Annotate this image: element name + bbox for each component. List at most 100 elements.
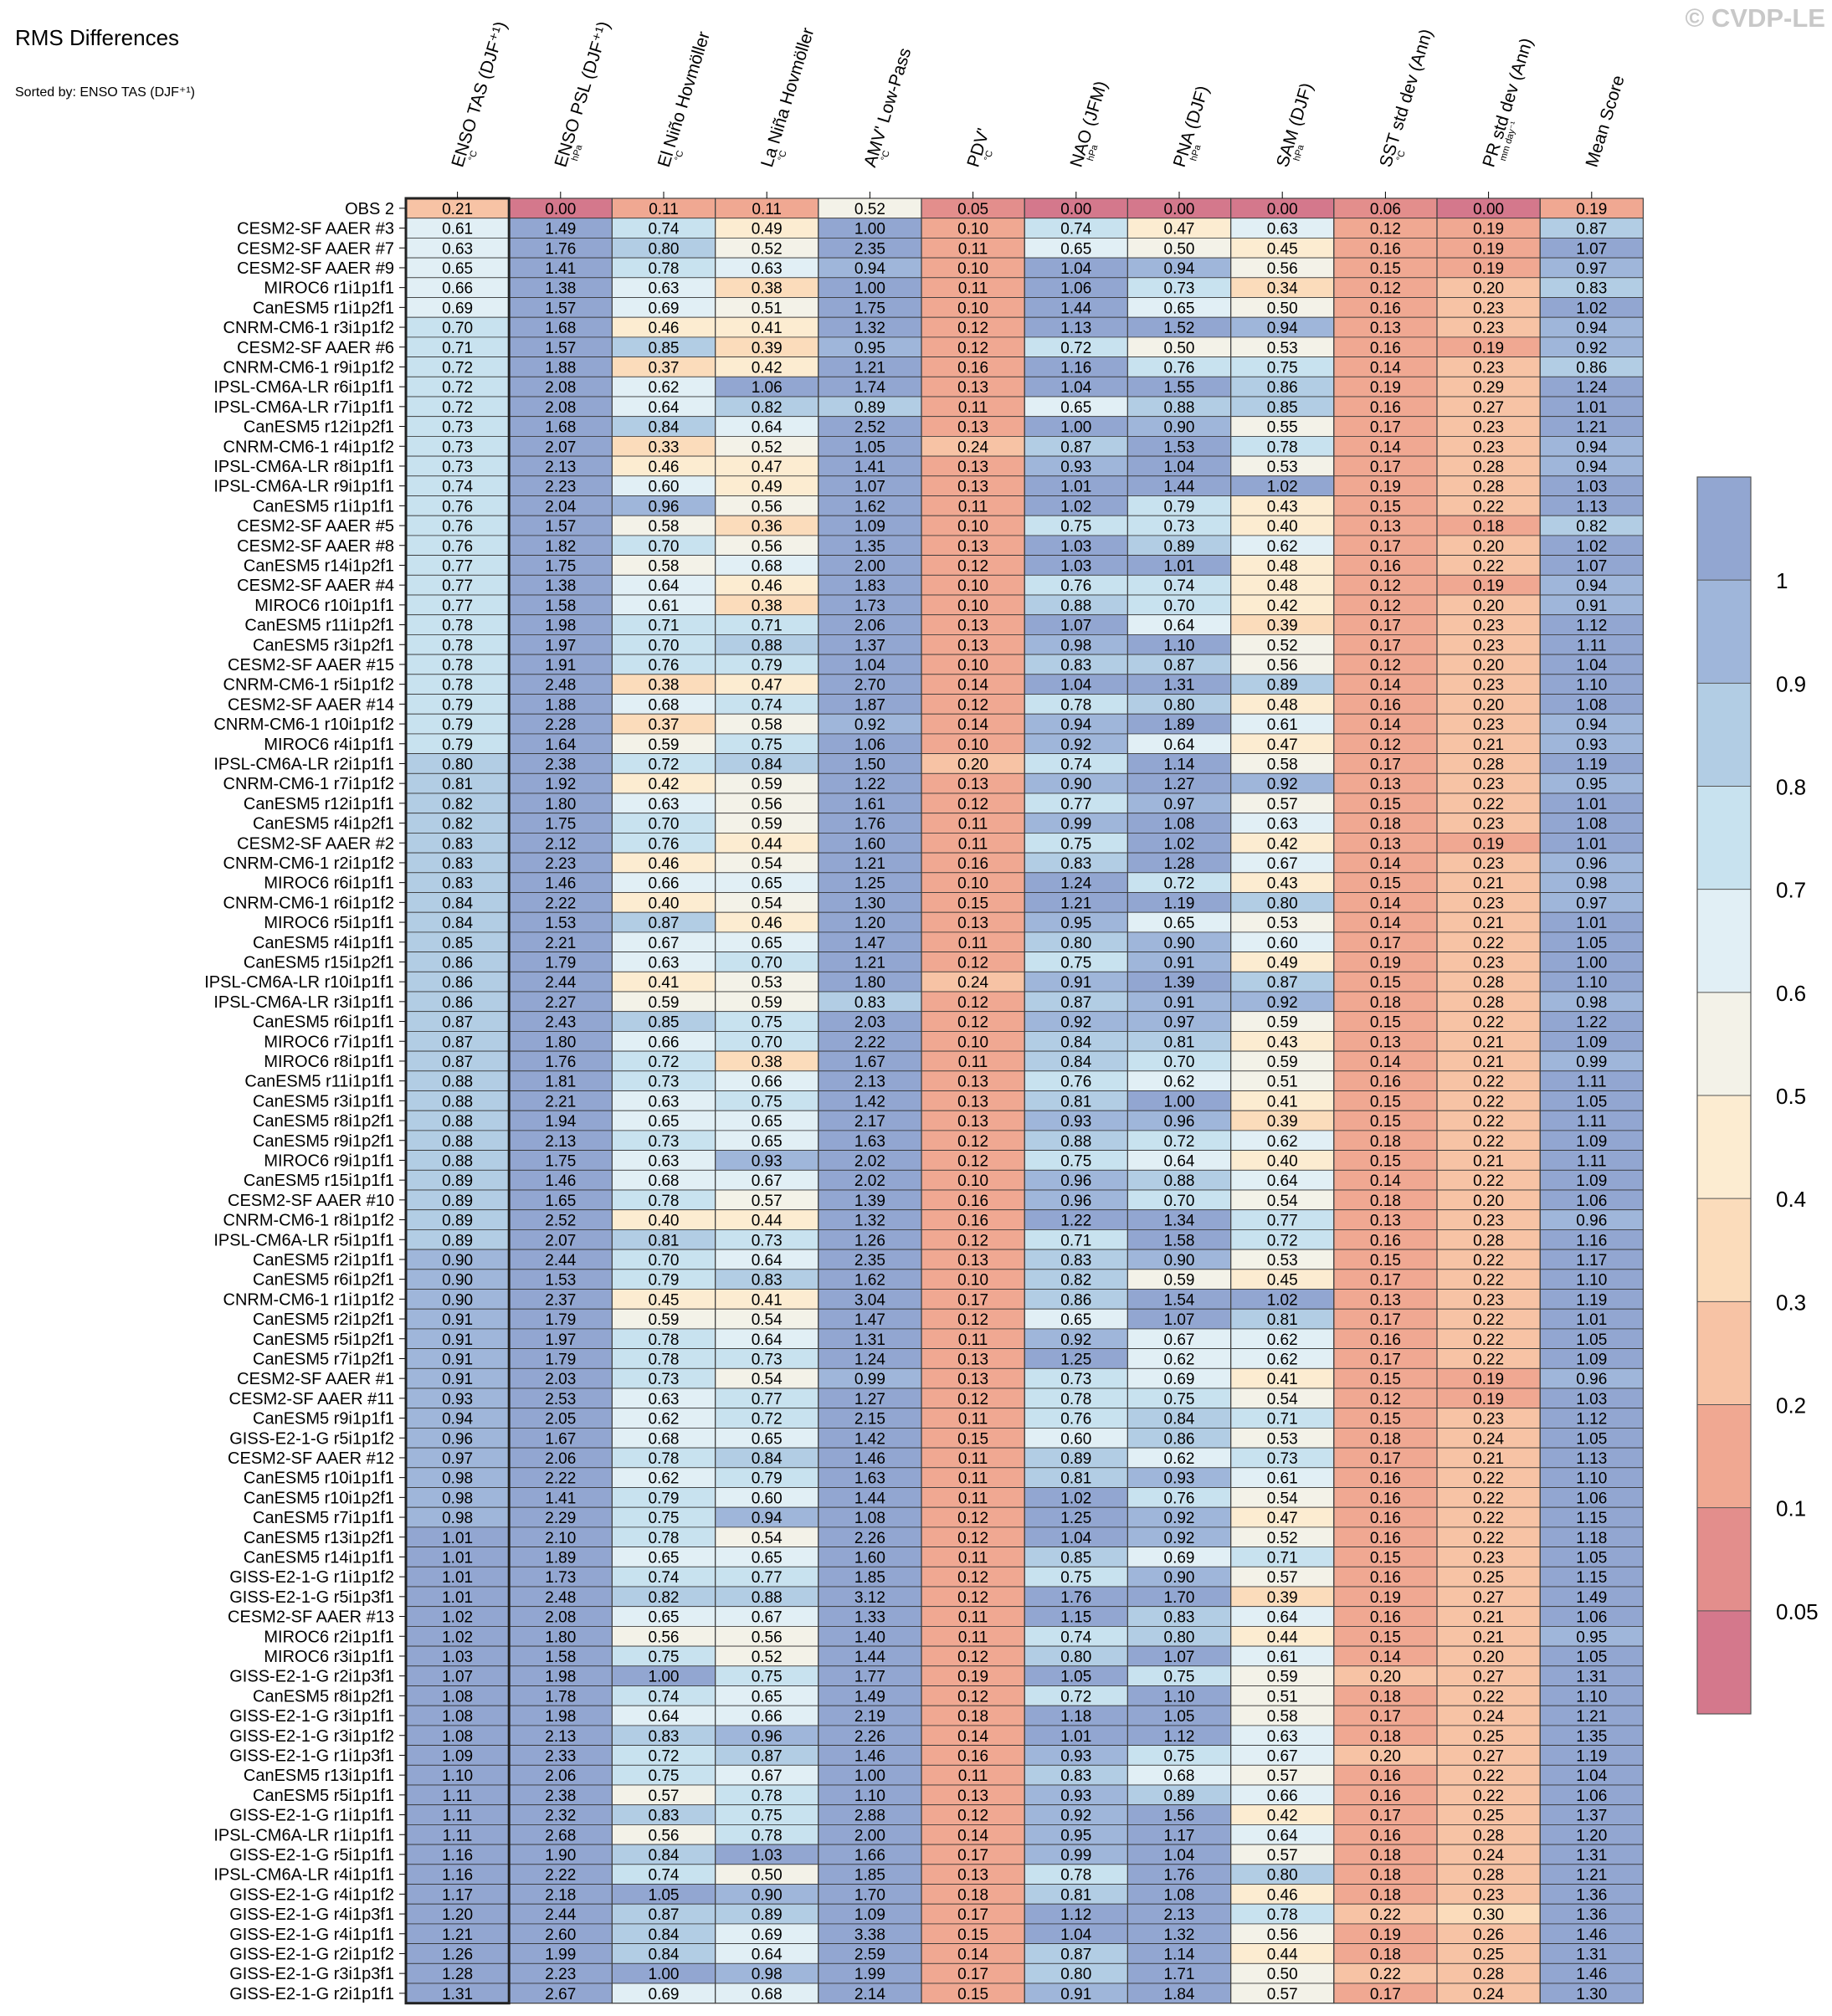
cell-value-label: 0.78 xyxy=(1267,1906,1298,1924)
cell-value-label: 1.09 xyxy=(854,1906,885,1924)
cell-value-label: 1.05 xyxy=(1164,1708,1195,1726)
cell-value-label: 1.89 xyxy=(1164,716,1195,734)
row-label: IPSL-CM6A-LR r5i1p1f1 xyxy=(213,1231,394,1249)
cell-value-label: 2.13 xyxy=(545,1728,576,1746)
cell-value-label: 0.74 xyxy=(649,1867,680,1885)
cell-value-label: 0.17 xyxy=(1370,1808,1401,1825)
cell-value-label: 0.82 xyxy=(649,1589,680,1607)
cell-value-label: 0.13 xyxy=(957,776,988,793)
row-label: CESM2-SF AAER #3 xyxy=(237,220,394,239)
cell-value-label: 0.82 xyxy=(752,399,783,417)
column-header: La Niña Hovmöller xyxy=(757,26,818,170)
cell-value-label: 0.94 xyxy=(1060,716,1091,734)
row-label: CanESM5 r2i1p1f1 xyxy=(253,1251,394,1270)
cell-value-label: 0.15 xyxy=(1370,498,1401,516)
row-label: CanESM5 r6i1p2f1 xyxy=(253,1271,394,1290)
cell-value-label: 1.01 xyxy=(1576,835,1607,853)
cell-value-label: 0.62 xyxy=(649,1470,680,1488)
cell-value-label: 0.27 xyxy=(1473,1589,1504,1607)
cell-value-label: 0.48 xyxy=(1267,577,1298,595)
column-unit: °C xyxy=(1395,150,1408,162)
cell-value-label: 0.78 xyxy=(649,1450,680,1468)
colorbar-bin xyxy=(1697,477,1751,581)
cell-value-label: 2.14 xyxy=(854,1986,885,2003)
row-label: GISS-E2-1-G r4i1p1f1 xyxy=(229,1926,394,1944)
cell-value-label: 0.75 xyxy=(752,1014,783,1032)
cell-value-label: 0.94 xyxy=(752,1510,783,1527)
cell-value-label: 0.70 xyxy=(752,1034,783,1051)
cell-value-label: 1.05 xyxy=(1576,1549,1607,1567)
cell-value-label: 1.44 xyxy=(854,1649,885,1666)
cell-value-label: 0.15 xyxy=(1370,1093,1401,1111)
row-label: CanESM5 r4i1p1f1 xyxy=(253,934,394,952)
cell-value-label: 1.30 xyxy=(854,895,885,912)
cell-value-label: 0.23 xyxy=(1473,439,1504,456)
cell-value-label: 0.42 xyxy=(752,359,783,377)
cell-value-label: 0.86 xyxy=(1060,1291,1091,1309)
cell-value-label: 0.89 xyxy=(442,1172,473,1190)
cell-value-label: 1.07 xyxy=(1164,1311,1195,1329)
cell-value-label: 0.84 xyxy=(1164,1411,1195,1429)
cell-value-label: 0.59 xyxy=(649,994,680,1012)
cell-value-label: 0.22 xyxy=(1473,1767,1504,1785)
cell-value-label: 2.53 xyxy=(545,1391,576,1408)
cell-value-label: 0.79 xyxy=(649,1490,680,1507)
cell-value-label: 1.76 xyxy=(1060,1589,1091,1607)
row-label: IPSL-CM6A-LR r8i1p1f1 xyxy=(213,458,394,476)
cell-value-label: 0.33 xyxy=(649,439,680,456)
cell-value-label: 2.35 xyxy=(854,240,885,258)
cell-value-label: 1.17 xyxy=(1576,1252,1607,1270)
cell-value-label: 0.16 xyxy=(1370,1331,1401,1349)
cell-value-label: 1.21 xyxy=(1060,895,1091,912)
cell-value-label: 0.90 xyxy=(442,1252,473,1270)
cell-value-label: 0.42 xyxy=(1267,598,1298,615)
cell-value-label: 0.75 xyxy=(1060,835,1091,853)
cell-value-label: 0.40 xyxy=(1267,518,1298,536)
cell-value-label: 0.11 xyxy=(958,399,988,417)
cell-value-label: 0.77 xyxy=(1060,796,1091,813)
cell-value-label: 0.24 xyxy=(957,439,988,456)
cell-value-label: 0.73 xyxy=(442,459,473,476)
cell-value-label: 0.16 xyxy=(1370,1569,1401,1587)
colorbar-bin xyxy=(1697,1610,1751,1714)
cell-value-label: 1.10 xyxy=(1164,637,1195,654)
cell-value-label: 2.33 xyxy=(545,1747,576,1765)
cell-value-label: 0.93 xyxy=(1576,736,1607,754)
row-label: IPSL-CM6A-LR r10i1p1f1 xyxy=(204,973,394,992)
cell-value-label: 0.89 xyxy=(1164,538,1195,556)
cell-value-label: 0.24 xyxy=(1473,1430,1504,1448)
cell-value-label: 0.23 xyxy=(1473,1411,1504,1429)
cell-value-label: 0.14 xyxy=(1370,1649,1401,1666)
cell-value-label: 0.64 xyxy=(1164,736,1195,754)
cell-value-label: 1.76 xyxy=(1164,1867,1195,1885)
cell-value-label: 0.22 xyxy=(1473,1331,1504,1349)
row-label: CNRM-CM6-1 r7i1p1f2 xyxy=(223,775,395,793)
colorbar-tick-label: 1 xyxy=(1776,568,1788,593)
cell-value-label: 1.84 xyxy=(1164,1986,1195,2003)
cell-value-label: 1.98 xyxy=(545,618,576,635)
cell-value-label: 2.06 xyxy=(545,1767,576,1785)
cell-value-label: 0.83 xyxy=(1060,1252,1091,1270)
cell-value-label: 0.87 xyxy=(649,915,680,932)
cell-value-label: 0.12 xyxy=(1370,1391,1401,1408)
cell-value-label: 1.05 xyxy=(1060,1669,1091,1686)
cell-value-label: 1.57 xyxy=(545,340,576,357)
row-label: OBS 2 xyxy=(345,200,394,218)
cell-value-label: 0.50 xyxy=(1164,240,1195,258)
cell-value-label: 1.01 xyxy=(1576,915,1607,932)
cell-value-label: 0.54 xyxy=(752,855,783,873)
cell-value-label: 0.16 xyxy=(957,1747,988,1765)
cell-value-label: 0.17 xyxy=(1370,1450,1401,1468)
cell-value-label: 0.13 xyxy=(1370,1213,1401,1230)
cell-value-label: 0.20 xyxy=(1473,538,1504,556)
cell-value-label: 0.30 xyxy=(1473,1906,1504,1924)
cell-value-label: 0.67 xyxy=(752,1767,783,1785)
cell-value-label: 0.38 xyxy=(752,280,783,298)
cell-value-label: 2.32 xyxy=(545,1808,576,1825)
cell-value-label: 0.75 xyxy=(649,1649,680,1666)
cell-value-label: 1.58 xyxy=(1164,1232,1195,1249)
cell-value-label: 0.69 xyxy=(649,1986,680,2003)
cell-value-label: 0.94 xyxy=(854,260,885,278)
cell-value-label: 0.17 xyxy=(1370,419,1401,437)
cell-value-label: 0.73 xyxy=(649,1133,680,1151)
